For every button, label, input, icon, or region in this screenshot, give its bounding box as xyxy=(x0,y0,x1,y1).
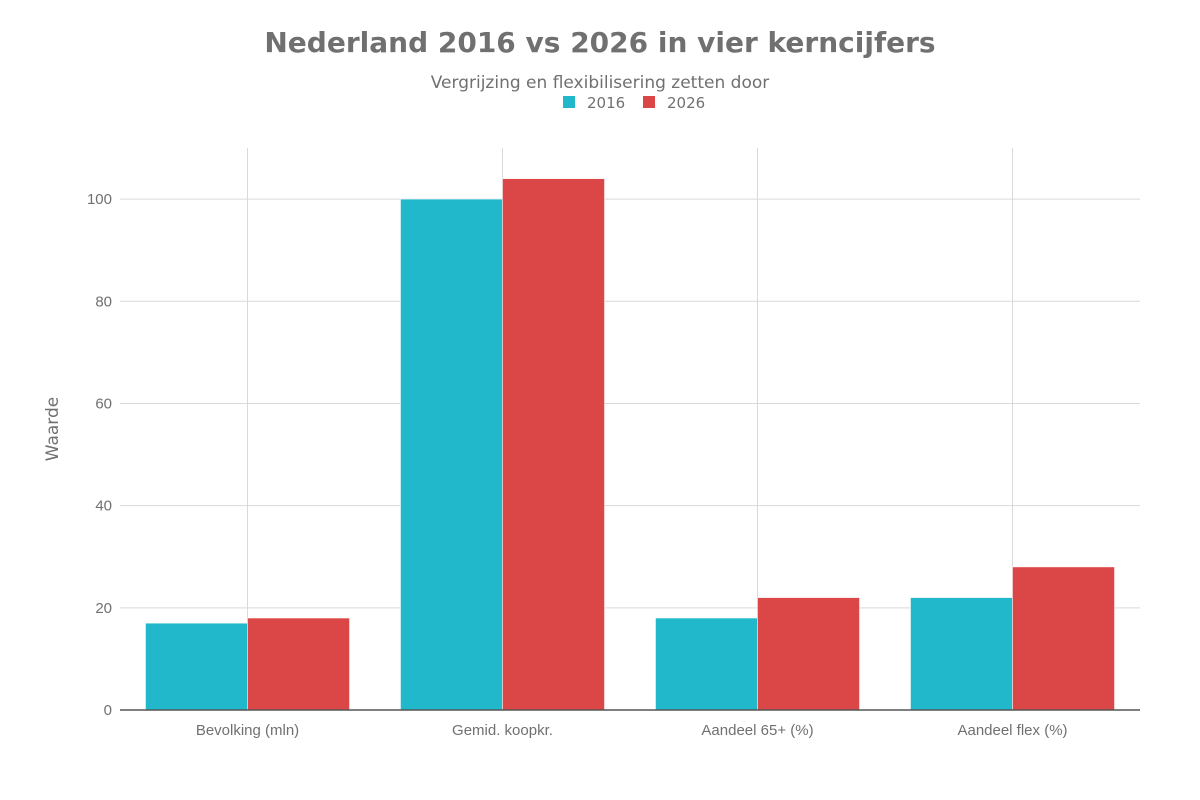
grid xyxy=(120,148,1140,710)
legend: 2016 2026 xyxy=(563,94,705,112)
bar-2026-2 xyxy=(502,178,605,711)
bar-2016-3 xyxy=(655,617,758,711)
bars xyxy=(145,178,1115,711)
bar-2026-4 xyxy=(1012,566,1115,711)
bar-2016-1 xyxy=(145,622,248,711)
legend-label-2016: 2016 xyxy=(587,94,625,112)
x-axis-ticks: Bevolking (mln) Gemid. koopkr. Aandeel 65+… xyxy=(196,722,1068,739)
chart-subtitle: Vergrijzing en flexibilisering zetten do… xyxy=(431,73,769,93)
y-tick-label: 80 xyxy=(95,293,112,310)
y-axis-title: Waarde xyxy=(43,397,63,462)
y-tick-label: 40 xyxy=(95,498,112,515)
y-tick-label: 20 xyxy=(95,600,112,617)
legend-label-2026: 2026 xyxy=(667,94,705,112)
x-tick-label: Aandeel 65+ (%) xyxy=(701,722,813,739)
bar-2026-3 xyxy=(757,597,860,711)
x-tick-label: Gemid. koopkr. xyxy=(452,722,553,739)
chart-title: Nederland 2016 vs 2026 in vier kerncijfe… xyxy=(264,26,935,59)
y-tick-label: 0 xyxy=(104,702,112,719)
bar-2016-4 xyxy=(910,597,1013,711)
bar-2026-1 xyxy=(247,617,350,711)
bar-2016-2 xyxy=(400,198,503,711)
y-tick-label: 100 xyxy=(87,191,112,208)
x-tick-label: Bevolking (mln) xyxy=(196,722,299,739)
x-tick-label: Aandeel flex (%) xyxy=(957,722,1067,739)
y-axis-ticks: 0 20 40 60 80 100 xyxy=(87,191,112,719)
y-tick-label: 60 xyxy=(95,395,112,412)
legend-swatch-2026 xyxy=(643,96,655,108)
legend-swatch-2016 xyxy=(563,96,575,108)
